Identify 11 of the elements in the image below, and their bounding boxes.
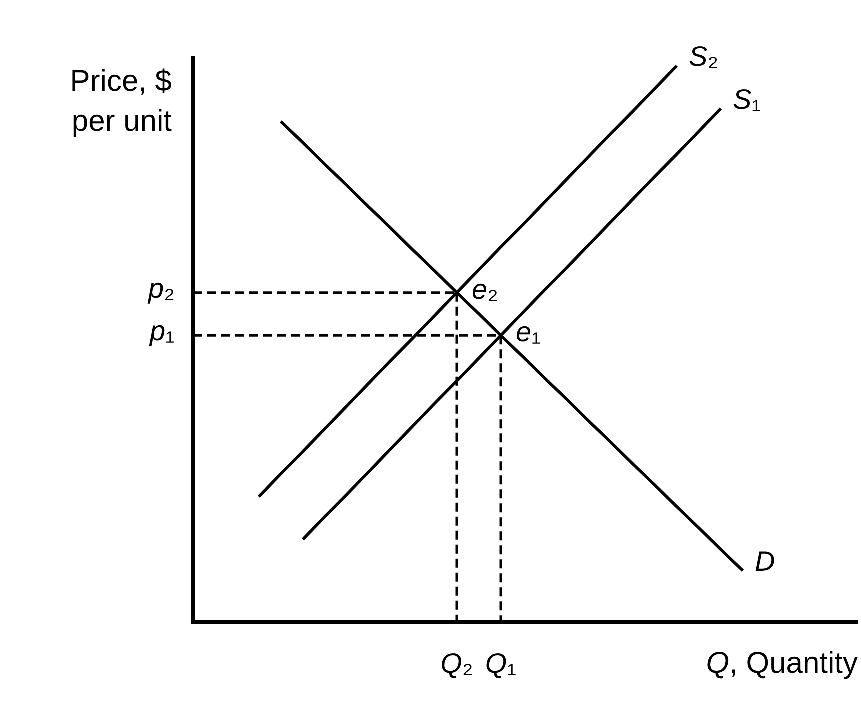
- annotation: e₂: [472, 274, 498, 305]
- series-label: S₁: [733, 84, 762, 115]
- y-axis-title: Price, $ per unit: [70, 65, 173, 138]
- x-tick-label: Q₁: [485, 648, 517, 679]
- annotation: e₁: [516, 316, 542, 348]
- series-label: p₁: [148, 316, 175, 347]
- series-label: D: [755, 546, 776, 577]
- series-label: S₂: [689, 41, 719, 72]
- x-axis-title: Q, Quantity: [706, 647, 858, 680]
- x-tick-label: Q₂: [440, 648, 474, 679]
- series-label: p₂: [148, 272, 175, 304]
